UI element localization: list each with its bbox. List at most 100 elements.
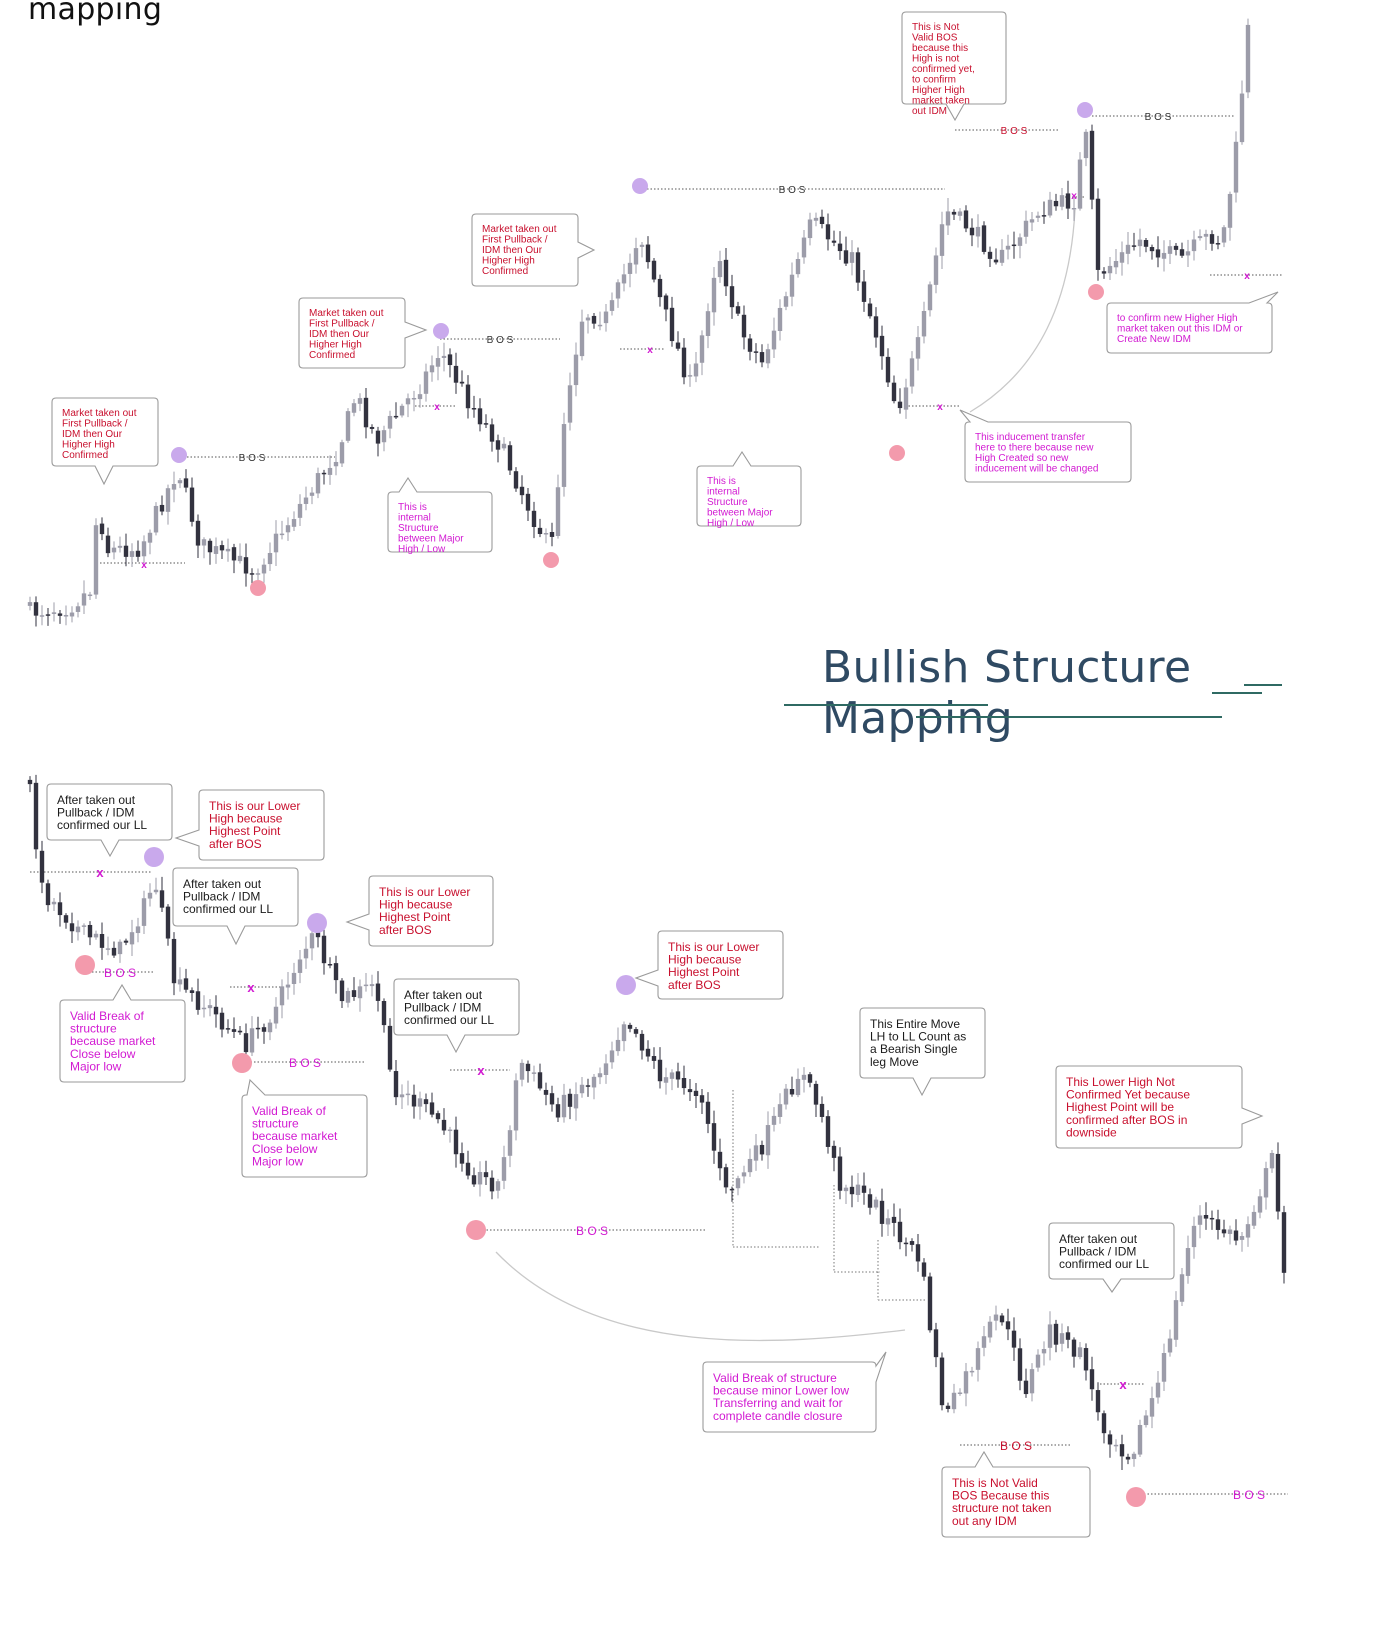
candle: [105, 527, 111, 558]
bos-label: B O S: [576, 1224, 608, 1238]
candle: [537, 1063, 543, 1091]
candle: [555, 1097, 561, 1122]
candle: [801, 1067, 807, 1093]
candle: [1191, 230, 1197, 261]
candle: [363, 387, 369, 439]
candle: [705, 1092, 711, 1134]
candle: [543, 1082, 549, 1106]
candle: [219, 1007, 225, 1038]
candle: [381, 425, 387, 452]
candle: [1125, 1453, 1131, 1465]
candle: [177, 967, 183, 992]
candle: [45, 607, 51, 626]
candle: [297, 949, 303, 984]
candle: [333, 451, 339, 476]
candle: [405, 1080, 411, 1106]
candle: [45, 879, 51, 912]
candle: [861, 1172, 867, 1205]
section-title: Bullish Structure Mapping: [822, 642, 1192, 744]
candle: [639, 1030, 645, 1060]
candle: [465, 1150, 471, 1180]
candle: [897, 388, 903, 414]
candle: [573, 1082, 579, 1121]
candle: [999, 239, 1005, 266]
candle: [1167, 239, 1173, 265]
candle: [765, 343, 771, 369]
candle: [243, 543, 249, 587]
bullish-candles: [27, 18, 1251, 627]
callout-text: After taken out Pullback / IDM confirmed o…: [404, 988, 494, 1027]
bos-label: B O S: [1001, 126, 1028, 137]
callout-text: This is our Lower High because Highest Poi…: [379, 885, 470, 937]
candle: [1185, 239, 1191, 268]
candle: [1137, 228, 1143, 257]
candle: [1101, 1410, 1107, 1444]
higher-high-point: [1077, 102, 1093, 118]
candle: [255, 568, 261, 581]
callout: This is Not Valid BOS because this High is …: [901, 11, 1007, 122]
callout: This is internal Structure between Major Hig…: [696, 450, 802, 529]
candle: [171, 471, 177, 503]
candle: [213, 995, 219, 1028]
candle: [117, 939, 123, 963]
candle: [441, 1108, 447, 1135]
candle: [1251, 1205, 1257, 1230]
candle: [525, 1060, 531, 1083]
candle: [519, 1059, 525, 1087]
callout-text: Valid Break of structure because market Clo…: [252, 1104, 338, 1168]
candle: [111, 941, 117, 958]
candle: [321, 469, 327, 485]
candle: [327, 957, 333, 969]
candle: [153, 877, 159, 895]
idm-mark: x: [1071, 191, 1077, 202]
candle: [747, 334, 753, 361]
candle: [1179, 242, 1185, 258]
candle: [885, 348, 891, 387]
callout: This is internal Structure between Major Hig…: [387, 476, 493, 555]
title-underline: [916, 716, 1222, 718]
candle: [183, 469, 189, 493]
candle: [1113, 249, 1119, 275]
candle: [741, 1165, 747, 1184]
candle: [1005, 1308, 1011, 1341]
candle: [525, 487, 531, 522]
candle: [723, 247, 729, 297]
candle: [993, 248, 999, 265]
candle: [1035, 211, 1041, 223]
candle: [87, 921, 93, 946]
candle: [615, 1027, 621, 1056]
candle: [1071, 198, 1077, 222]
candle: [135, 917, 141, 943]
candle: [423, 363, 429, 402]
candle: [621, 263, 627, 292]
candle: [717, 250, 723, 283]
callout-text: This Entire Move LH to LL Count as a Beari…: [870, 1017, 966, 1069]
candle: [807, 1072, 813, 1088]
candle: [1125, 232, 1131, 265]
candle: [915, 1234, 921, 1272]
callout-text: This Lower High Not Confirmed Yet because…: [1066, 1075, 1190, 1139]
candle: [1239, 1232, 1245, 1252]
candle: [99, 517, 105, 541]
candle: [411, 390, 417, 412]
candle: [1131, 1451, 1137, 1467]
candle: [669, 1069, 675, 1091]
candle: [1203, 229, 1209, 251]
candle: [429, 355, 435, 382]
candle: [891, 1203, 897, 1237]
candle: [93, 518, 99, 599]
candle: [489, 418, 495, 452]
candle: [963, 205, 969, 233]
candle: [159, 876, 165, 913]
candle: [513, 1073, 519, 1141]
candle: [339, 439, 345, 468]
lower-high-point: [616, 975, 636, 995]
candle: [873, 307, 879, 348]
candle: [471, 395, 477, 418]
candle: [651, 257, 657, 283]
candle: [753, 343, 759, 364]
candle: [735, 1175, 741, 1196]
candle: [459, 1142, 465, 1172]
candle: [435, 1110, 441, 1124]
